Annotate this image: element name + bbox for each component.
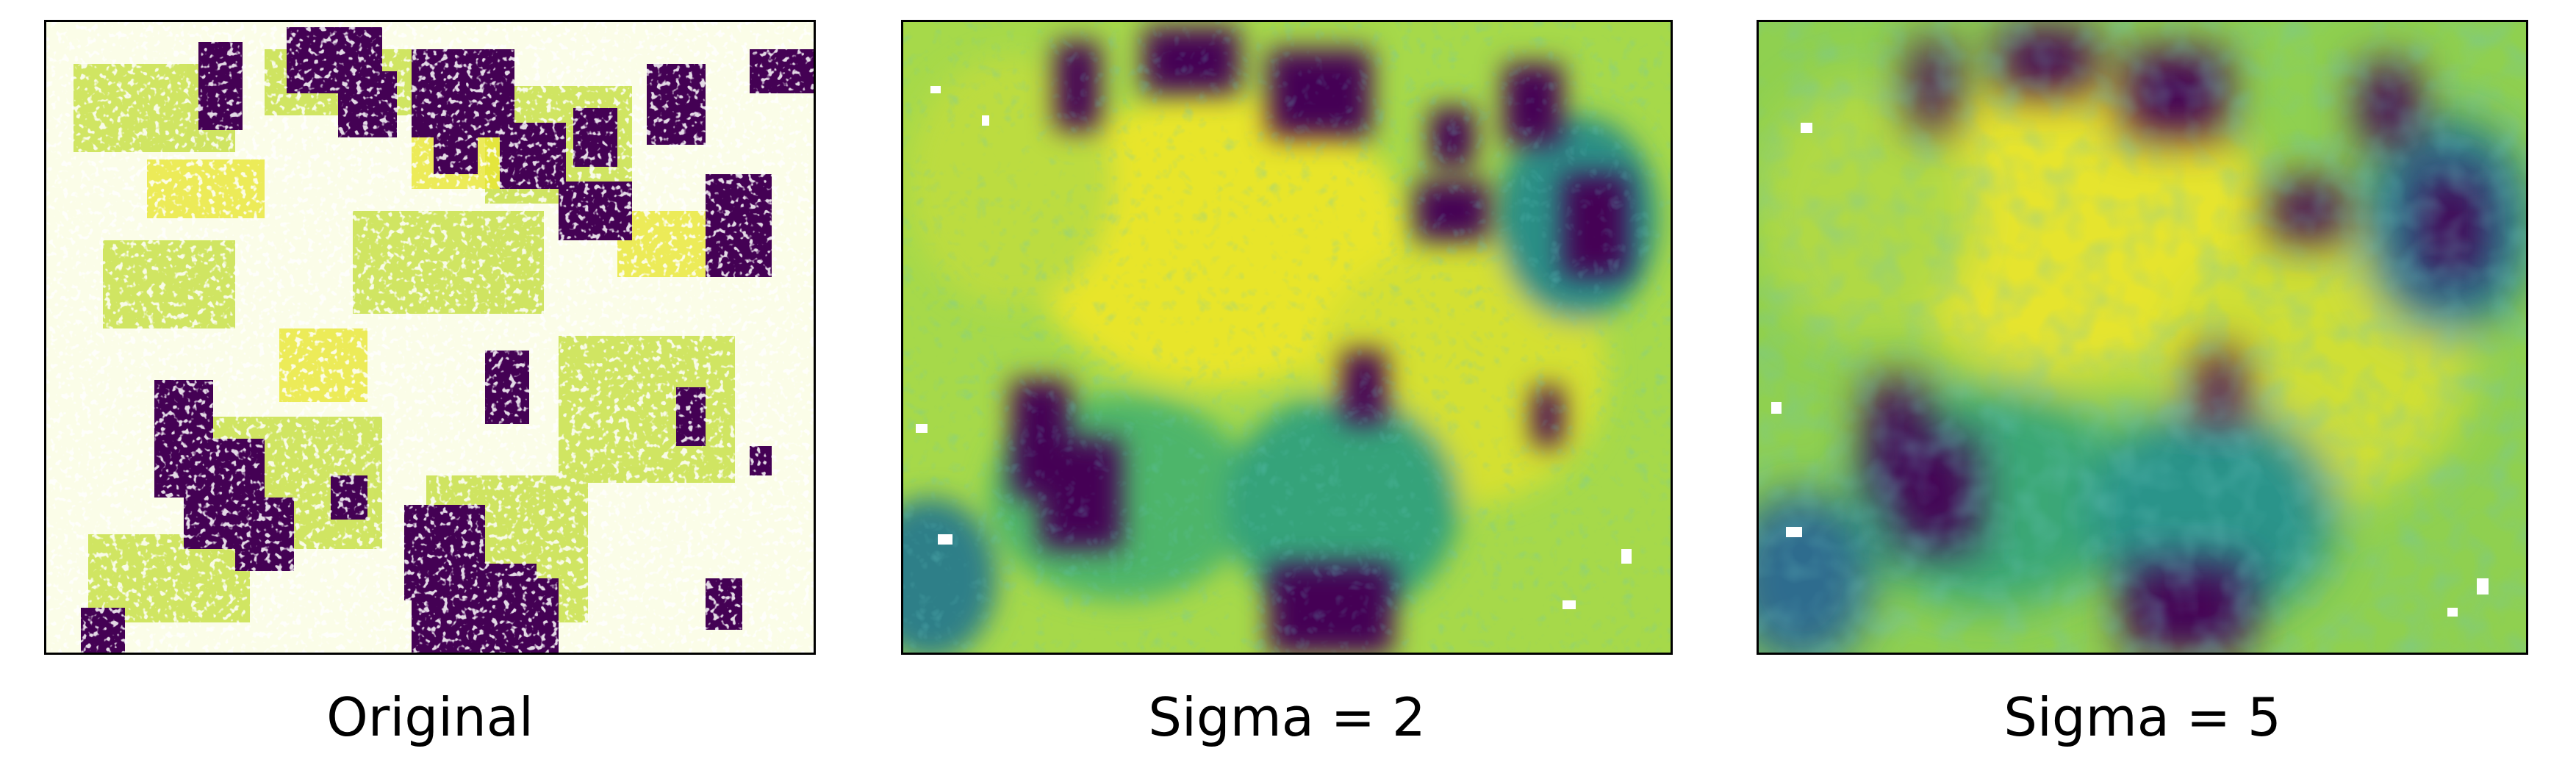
caption-sigma-2: Sigma = 2 — [1148, 686, 1426, 748]
panel-sigma-2 — [901, 20, 1673, 655]
original-image — [44, 20, 816, 655]
sigma-2-image — [901, 20, 1673, 655]
panel-original — [44, 20, 816, 655]
caption-sigma-5: Sigma = 5 — [2003, 686, 2281, 748]
caption-original: Original — [326, 686, 534, 748]
sigma-5-image — [1757, 20, 2528, 655]
panel-sigma-5 — [1757, 20, 2528, 655]
